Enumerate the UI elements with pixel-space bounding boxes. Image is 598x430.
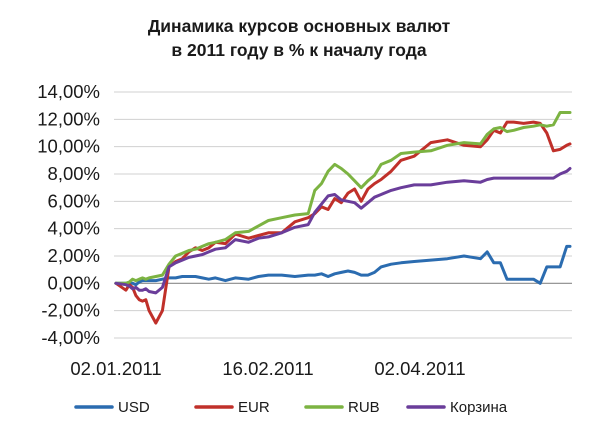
y-tick-label: -4,00% (41, 327, 100, 348)
y-tick-label: 14,00% (37, 81, 100, 102)
y-tick-label: 12,00% (37, 108, 100, 129)
y-tick-label: -2,00% (41, 300, 100, 321)
series-line-usd (114, 244, 572, 287)
legend-label: RUB (348, 399, 380, 416)
x-tick-label: 16.02.2011 (222, 358, 313, 379)
series-line-корзина (114, 167, 572, 295)
y-tick-label: 8,00% (48, 163, 100, 184)
legend: USD EUR RUB Корзина (74, 399, 508, 416)
series-lines (114, 111, 572, 325)
series-line-rub (114, 111, 572, 285)
chart-title-line-2: в 2011 году в % к началу года (171, 40, 427, 60)
gridlines (114, 91, 572, 339)
x-axis-ticks: 02.01.2011 16.02.2011 02.04.2011 (70, 358, 465, 379)
chart-title-line-1: Динамика курсов основных валют (147, 16, 451, 36)
series-line-eur (114, 120, 572, 325)
y-axis-ticks: -4,00% -2,00% 0,00% 2,00% 4,00% 6,00% 8,00% 10,… (37, 81, 100, 348)
y-tick-label: 4,00% (48, 218, 100, 239)
y-tick-label: 10,00% (37, 136, 100, 157)
y-tick-label: 6,00% (48, 190, 100, 211)
legend-label: EUR (238, 399, 270, 416)
y-tick-label: 2,00% (48, 245, 100, 266)
legend-label: USD (118, 399, 150, 416)
x-tick-label: 02.01.2011 (70, 358, 161, 379)
legend-label: Корзина (450, 399, 508, 416)
x-tick-label: 02.04.2011 (374, 358, 465, 379)
chart-title: Динамика курсов основных валют в 2011 го… (0, 14, 598, 62)
y-tick-label: 0,00% (48, 272, 100, 293)
